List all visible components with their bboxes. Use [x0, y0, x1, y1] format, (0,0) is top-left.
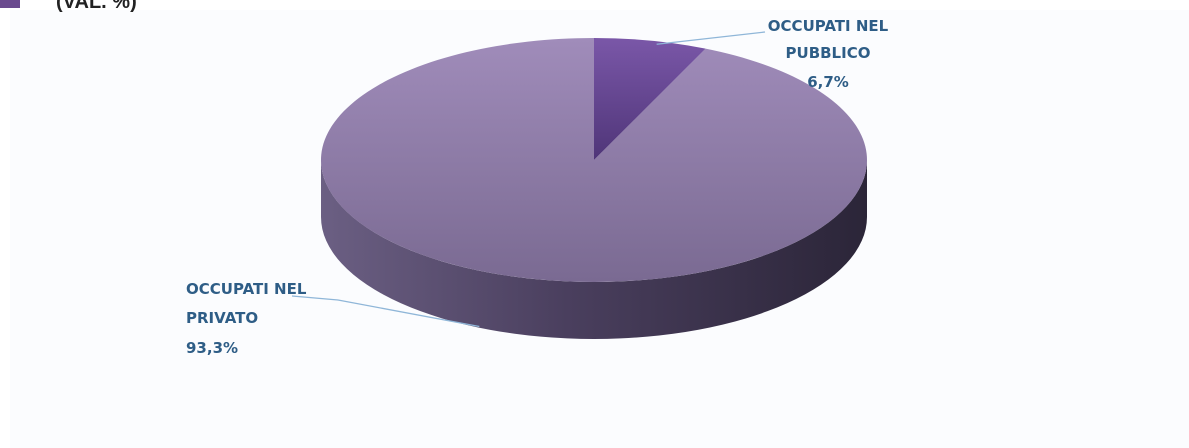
chart-subtitle: (VAL. %) [56, 0, 137, 13]
leader-line-privato [291, 295, 480, 328]
section-accent-bar [0, 0, 20, 8]
leader-line-pubblico [656, 31, 766, 45]
label-pubblico-line1: OCCUPATI NEL [768, 17, 889, 35]
pie-side-wall [321, 160, 867, 339]
pie-slice-pubblico [594, 38, 706, 160]
label-privato-line2: PRIVATO [186, 309, 258, 327]
label-pubblico-value: 6,7% [807, 73, 849, 91]
label-privato-value: 93,3% [186, 339, 238, 357]
label-privato-line1: OCCUPATI NEL [186, 280, 307, 298]
pie-slice-privato [321, 38, 868, 282]
label-pubblico: OCCUPATI NEL PUBBLICO 6,7% [768, 17, 889, 91]
label-privato: OCCUPATI NEL PRIVATO 93,3% [186, 280, 307, 357]
label-pubblico-line2: PUBBLICO [786, 44, 871, 62]
